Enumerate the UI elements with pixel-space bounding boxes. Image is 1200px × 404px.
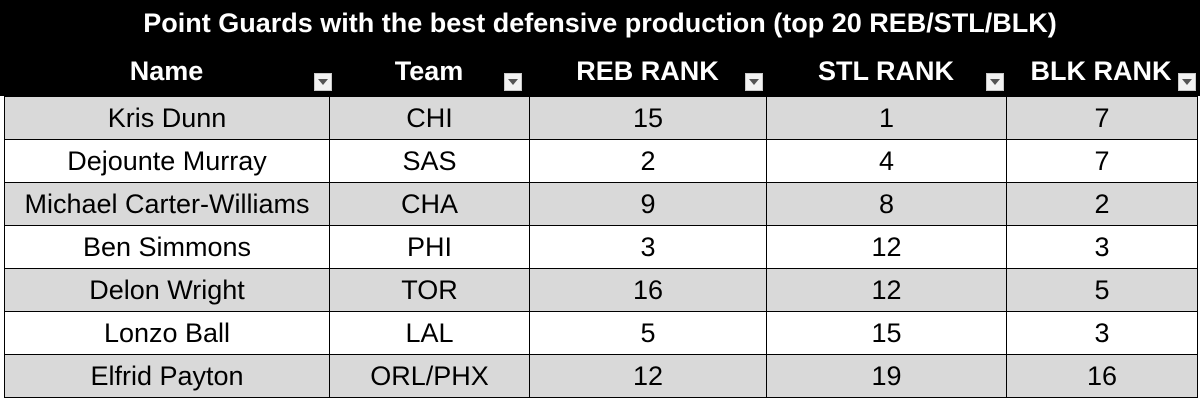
cell-reb-rank[interactable]: 5 [529, 311, 767, 355]
table-row: Ben Simmons PHI 3 12 3 [4, 225, 1198, 269]
cell-team[interactable]: SAS [329, 139, 530, 183]
cell-team[interactable]: CHI [329, 96, 530, 140]
data-table: Kris Dunn CHI 15 1 7 Dejounte Murray SAS… [4, 96, 1198, 398]
cell-team[interactable]: CHA [329, 182, 530, 226]
column-header-stl-rank: STL RANK [766, 50, 1006, 96]
filter-dropdown-icon[interactable] [1178, 73, 1196, 91]
cell-stl-rank[interactable]: 15 [766, 311, 1007, 355]
table-row: Elfrid Payton ORL/PHX 12 19 16 [4, 354, 1198, 398]
cell-team[interactable]: PHI [329, 225, 530, 269]
column-header-team: Team [329, 50, 529, 96]
filter-dropdown-icon[interactable] [986, 73, 1004, 91]
filter-dropdown-icon[interactable] [745, 73, 763, 91]
column-header-blk-rank: BLK RANK [1006, 50, 1196, 96]
cell-name[interactable]: Michael Carter-Williams [4, 182, 330, 226]
cell-reb-rank[interactable]: 16 [529, 268, 767, 312]
cell-blk-rank[interactable]: 7 [1006, 139, 1198, 183]
column-header-name: Name [4, 50, 329, 96]
filter-dropdown-icon[interactable] [504, 73, 522, 91]
cell-team[interactable]: ORL/PHX [329, 354, 530, 398]
cell-reb-rank[interactable]: 12 [529, 354, 767, 398]
cell-name[interactable]: Ben Simmons [4, 225, 330, 269]
column-header-label: REB RANK [576, 55, 719, 86]
cell-stl-rank[interactable]: 12 [766, 268, 1007, 312]
column-header-label: Name [129, 55, 204, 86]
cell-stl-rank[interactable]: 8 [766, 182, 1007, 226]
table-title: Point Guards with the best defensive pro… [0, 0, 1200, 50]
cell-reb-rank[interactable]: 2 [529, 139, 767, 183]
cell-team[interactable]: LAL [329, 311, 530, 355]
table-row: Lonzo Ball LAL 5 15 3 [4, 311, 1198, 355]
filter-dropdown-icon[interactable] [314, 73, 332, 91]
cell-stl-rank[interactable]: 1 [766, 96, 1007, 140]
cell-stl-rank[interactable]: 19 [766, 354, 1007, 398]
column-header-label: Team [394, 55, 464, 86]
column-header-label: STL RANK [817, 55, 954, 86]
cell-reb-rank[interactable]: 15 [529, 96, 767, 140]
column-header-reb-rank: REB RANK [529, 50, 766, 96]
cell-name[interactable]: Elfrid Payton [4, 354, 330, 398]
cell-stl-rank[interactable]: 12 [766, 225, 1007, 269]
cell-reb-rank[interactable]: 3 [529, 225, 767, 269]
cell-name[interactable]: Dejounte Murray [4, 139, 330, 183]
cell-blk-rank[interactable]: 3 [1006, 311, 1198, 355]
table-row: Delon Wright TOR 16 12 5 [4, 268, 1198, 312]
cell-team[interactable]: TOR [329, 268, 530, 312]
cell-blk-rank[interactable]: 16 [1006, 354, 1198, 398]
cell-name[interactable]: Kris Dunn [4, 96, 330, 140]
cell-blk-rank[interactable]: 3 [1006, 225, 1198, 269]
column-header-label: BLK RANK [1030, 55, 1172, 86]
table-row: Kris Dunn CHI 15 1 7 [4, 96, 1198, 140]
table-row: Dejounte Murray SAS 2 4 7 [4, 139, 1198, 183]
header-row: Name Team REB RANK STL RANK BLK RANK [0, 50, 1200, 96]
cell-blk-rank[interactable]: 5 [1006, 268, 1198, 312]
cell-name[interactable]: Delon Wright [4, 268, 330, 312]
cell-blk-rank[interactable]: 7 [1006, 96, 1198, 140]
cell-blk-rank[interactable]: 2 [1006, 182, 1198, 226]
cell-stl-rank[interactable]: 4 [766, 139, 1007, 183]
cell-name[interactable]: Lonzo Ball [4, 311, 330, 355]
table-row: Michael Carter-Williams CHA 9 8 2 [4, 182, 1198, 226]
cell-reb-rank[interactable]: 9 [529, 182, 767, 226]
